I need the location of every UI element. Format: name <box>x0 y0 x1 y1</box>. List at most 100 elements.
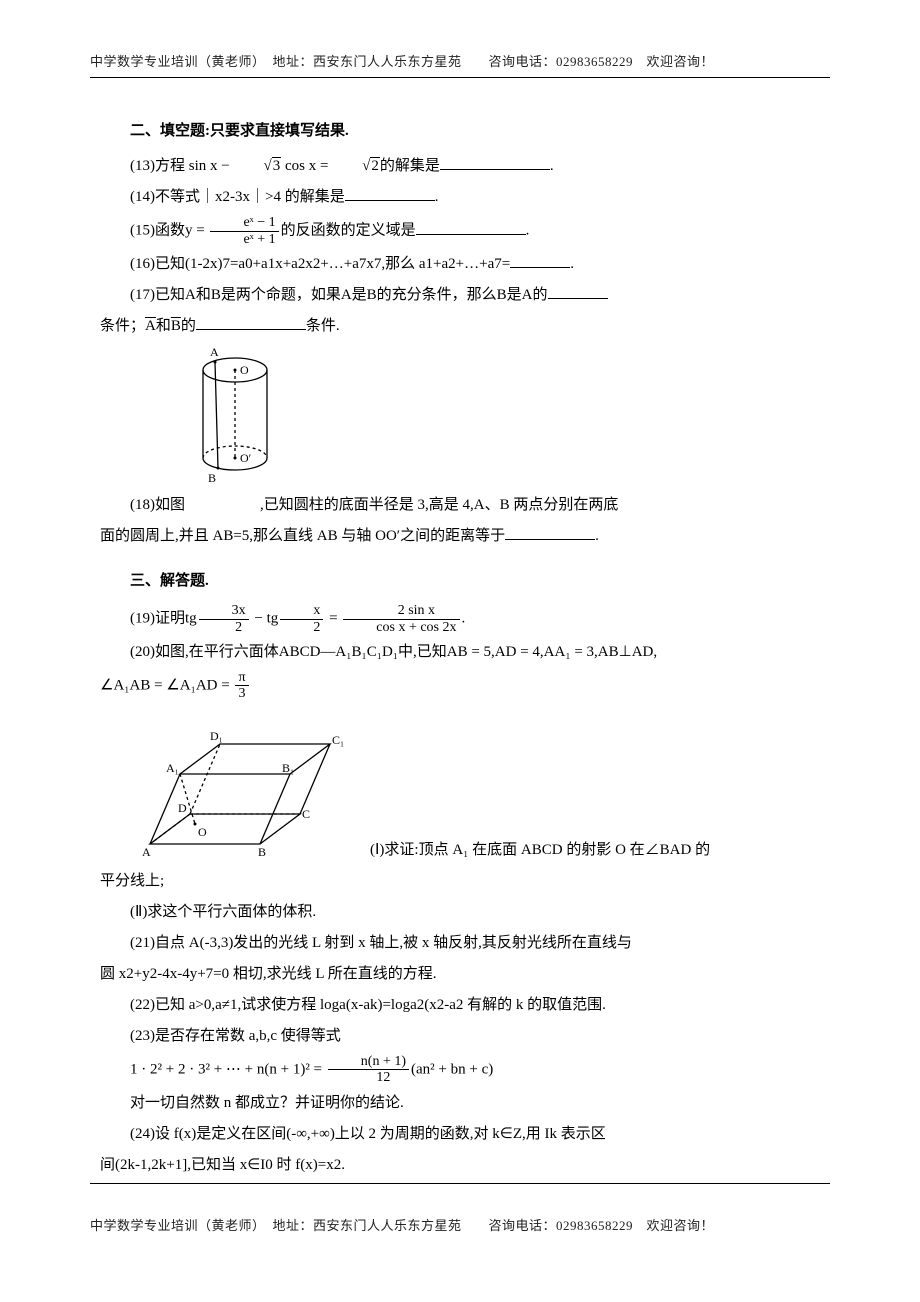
q20-l3: 平分线上; <box>100 868 820 895</box>
q24-l2: 间(2k-1,2k+1],已知当 x∈I0 时 f(x)=x2. <box>100 1152 820 1179</box>
q18-pre: (18)如图 <box>130 497 185 513</box>
prism-figure: A B C D A₁ B₁ C₁ D₁ O <box>140 724 350 864</box>
q16-text: (16)已知(1-2x)7=a0+a1x+a2x2+…+a7x7,那么 a1+a… <box>130 256 510 272</box>
q19-f2: x2 <box>280 603 323 635</box>
q15-blank <box>416 220 526 235</box>
q23-frac: n(n + 1)12 <box>328 1054 409 1086</box>
q14-blank <box>345 186 435 201</box>
q13-pre: (13)方程 sin x − <box>130 158 233 174</box>
q19-f3: 2 sin xcos x + cos 2x <box>343 603 459 635</box>
pr-O: O <box>198 825 207 839</box>
q20-fd: 3 <box>235 686 248 701</box>
pr-D: D <box>178 801 187 815</box>
pr-B: B <box>258 845 266 859</box>
q18-dot: . <box>595 528 599 544</box>
q13-mid: cos x = <box>281 158 332 174</box>
q20-l4: (Ⅱ)求这个平行六面体的体积. <box>100 899 820 926</box>
cyl-O: O <box>240 363 249 377</box>
pr-C: C <box>302 807 310 821</box>
q19-f2d: 2 <box>280 620 323 635</box>
q16-dot: . <box>570 256 574 272</box>
sqrt3: 3 <box>233 153 281 180</box>
q15: (15)函数y = eˣ − 1eˣ + 1的反函数的定义域是. <box>100 215 820 247</box>
q14: (14)不等式｜x2-3x｜>4 的解集是. <box>100 184 820 211</box>
q23-eq: 1 · 2² + 2 · 3² + ⋯ + n(n + 1)² = n(n + … <box>100 1054 820 1086</box>
q23-fd: 12 <box>328 1070 409 1085</box>
cyl-O2: O′ <box>240 451 252 465</box>
q15-dot: . <box>526 223 530 239</box>
q17-l2e: 的 <box>181 318 196 334</box>
section-2-title: 二、填空题:只要求直接填写结果. <box>100 118 820 145</box>
q19-eq: = <box>325 611 341 627</box>
q23-fn: n(n + 1) <box>328 1054 409 1070</box>
q19: (19)证明tg3x2 − tgx2 = 2 sin xcos x + cos … <box>100 603 820 635</box>
q20-l1: (20)如图,在平行六面体ABCD—A₁B₁C₁D₁中,已知AB = 5,AD … <box>100 639 820 666</box>
header-rule <box>90 77 830 78</box>
pr-B1: B₁ <box>282 761 294 775</box>
q19-mid1: − tg <box>251 611 279 627</box>
page-header: 中学数学专业培训（黄老师） 地址：西安东门人人乐东方星苑 咨询电话：029836… <box>90 50 830 73</box>
pr-D1: D₁ <box>210 729 223 743</box>
section-3-title: 三、解答题. <box>100 568 820 595</box>
q17-l2f: 条件. <box>306 318 340 334</box>
q17-blank1 <box>548 284 608 299</box>
q18-l2t: 面的圆周上,并且 AB=5,那么直线 AB 与轴 OO′之间的距离等于 <box>100 528 505 544</box>
q13-post: 的解集是 <box>380 158 440 174</box>
q18-l2: 面的圆周上,并且 AB=5,那么直线 AB 与轴 OO′之间的距离等于. <box>100 523 820 550</box>
q20-cap: (Ⅰ)求证:顶点 A₁ 在底面 ABCD 的射影 O 在∠BAD 的 <box>370 837 820 864</box>
q17-blank2 <box>196 315 306 330</box>
q13-blank <box>440 155 550 170</box>
q19-f3d: cos x + cos 2x <box>343 620 459 635</box>
q19-f1d: 2 <box>199 620 249 635</box>
q15-frac: eˣ − 1eˣ + 1 <box>210 215 278 247</box>
q19-f1n: 3x <box>199 603 249 619</box>
pr-A: A <box>142 845 151 859</box>
q24-l1: (24)设 f(x)是定义在区间(-∞,+∞)上以 2 为周期的函数,对 k∈Z… <box>100 1121 820 1148</box>
q19-pre: (19)证明tg <box>130 611 197 627</box>
q17-abar: A <box>145 318 156 334</box>
q17-l1a: (17)已知A和B是两个命题，如果A是B的充分条件，那么B是A的 <box>130 287 548 303</box>
q18-l1: (18)如图 ,已知圆柱的底面半径是 3,高是 4,A、B 两点分别在两底 <box>100 492 820 519</box>
q17-l2c: 和 <box>156 318 171 334</box>
q19-f3n: 2 sin x <box>343 603 459 619</box>
q17-bbar: B <box>171 318 181 334</box>
q23-eqa: 1 · 2² + 2 · 3² + ⋯ + n(n + 1)² = <box>130 1061 326 1077</box>
q21-l2: 圆 x2+y2-4x-4y+7=0 相切,求光线 L 所在直线的方程. <box>100 961 820 988</box>
q14-text: (14)不等式｜x2-3x｜>4 的解集是 <box>130 189 345 205</box>
q17-l2a: 条件； <box>100 318 145 334</box>
footer-rule <box>90 1183 830 1184</box>
q20-l2: ∠A₁AB = ∠A₁AD = π3 <box>100 670 820 702</box>
q15-post: 的反函数的定义域是 <box>281 223 416 239</box>
q23-l3: 对一切自然数 n 都成立？并证明你的结论. <box>100 1090 820 1117</box>
q21-l1: (21)自点 A(-3,3)发出的光线 L 射到 x 轴上,被 x 轴反射,其反… <box>100 930 820 957</box>
q20-l2a: ∠A₁AB = ∠A₁AD = <box>100 677 233 693</box>
q16: (16)已知(1-2x)7=a0+a1x+a2x2+…+a7x7,那么 a1+a… <box>100 251 820 278</box>
q14-dot: . <box>435 189 439 205</box>
q17-l1: (17)已知A和B是两个命题，如果A是B的充分条件，那么B是A的 <box>100 282 820 309</box>
pr-A1: A₁ <box>166 761 179 775</box>
q20-frac: π3 <box>235 670 248 702</box>
q19-f1: 3x2 <box>199 603 249 635</box>
content-body: 二、填空题:只要求直接填写结果. (13)方程 sin x − 3 cos x … <box>90 118 830 1178</box>
q18-mid: ,已知圆柱的底面半径是 3,高是 4,A、B 两点分别在两底 <box>260 497 618 513</box>
page-footer: 中学数学专业培训（黄老师） 地址：西安东门人人乐东方星苑 咨询电话：029836… <box>90 1214 830 1237</box>
q16-blank <box>510 253 570 268</box>
q23-l1: (23)是否存在常数 a,b,c 使得等式 <box>100 1023 820 1050</box>
q19-f2n: x <box>280 603 323 619</box>
q13: (13)方程 sin x − 3 cos x = 2的解集是. <box>100 153 820 180</box>
cyl-A: A <box>210 348 219 359</box>
q17-l2: 条件；A和B的 条件. <box>100 313 820 340</box>
sqrt3-rad: 3 <box>272 157 282 174</box>
q18-blank <box>505 525 595 540</box>
cyl-B: B <box>208 471 216 485</box>
q15-num: eˣ − 1 <box>210 215 278 231</box>
q20-fn: π <box>235 670 248 686</box>
q19-dot: . <box>462 611 466 627</box>
sqrt2: 2 <box>332 153 380 180</box>
pr-C1: C₁ <box>332 733 344 747</box>
q22-l1: (22)已知 a>0,a≠1,试求使方程 loga(x-ak)=loga2(x2… <box>100 992 820 1019</box>
q23-eqb: (an² + bn + c) <box>411 1061 493 1077</box>
cylinder-figure: A O O′ B <box>180 348 290 488</box>
q13-dot: . <box>550 158 554 174</box>
q20-fig-row: A B C D A₁ B₁ C₁ D₁ O (Ⅰ)求证:顶点 A₁ 在底面 AB… <box>100 712 820 864</box>
